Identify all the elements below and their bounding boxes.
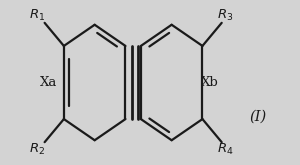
Text: $R_4$: $R_4$ [217, 142, 234, 157]
Text: Xa: Xa [40, 76, 57, 89]
Text: $R_2$: $R_2$ [29, 142, 45, 157]
Text: $R_1$: $R_1$ [29, 8, 45, 23]
Text: (I): (I) [250, 109, 267, 123]
Text: Xb: Xb [201, 76, 219, 89]
Text: $R_3$: $R_3$ [218, 8, 234, 23]
